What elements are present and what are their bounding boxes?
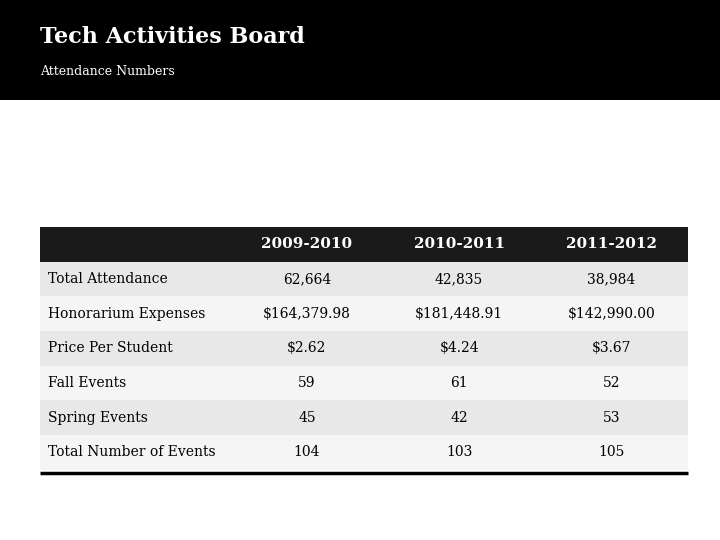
Bar [40, 261, 688, 296]
Text: $181,448.91: $181,448.91 [415, 307, 503, 321]
Text: 62,664: 62,664 [283, 272, 331, 286]
Text: Spring Events: Spring Events [48, 411, 148, 425]
Text: Price Per Student: Price Per Student [48, 341, 173, 355]
Text: 2010-2011: 2010-2011 [413, 237, 505, 251]
Text: 42,835: 42,835 [435, 272, 483, 286]
Text: $2.62: $2.62 [287, 341, 327, 355]
Text: Tech Activities Board: Tech Activities Board [40, 26, 305, 48]
Text: 59: 59 [298, 376, 315, 390]
Text: $164,379.98: $164,379.98 [263, 307, 351, 321]
Text: 42: 42 [451, 411, 468, 425]
Text: Total Number of Events: Total Number of Events [48, 446, 216, 460]
Text: $4.24: $4.24 [439, 341, 479, 355]
Bar [40, 296, 688, 331]
Bar [40, 227, 688, 261]
Text: 2011-2012: 2011-2012 [566, 237, 657, 251]
Text: $3.67: $3.67 [592, 341, 631, 355]
Text: 2009-2010: 2009-2010 [261, 237, 353, 251]
Text: Attendance Numbers: Attendance Numbers [40, 65, 174, 78]
Text: 61: 61 [451, 376, 468, 390]
Text: Total Attendance: Total Attendance [48, 272, 168, 286]
Text: $142,990.00: $142,990.00 [567, 307, 655, 321]
Bar [40, 366, 688, 400]
Text: 105: 105 [598, 446, 625, 460]
Bar [0, 0, 720, 100]
Text: 53: 53 [603, 411, 620, 425]
Text: 52: 52 [603, 376, 620, 390]
Bar [40, 435, 688, 470]
Bar [40, 331, 688, 366]
Text: 45: 45 [298, 411, 315, 425]
Text: 104: 104 [294, 446, 320, 460]
Text: 103: 103 [446, 446, 472, 460]
Bar [40, 400, 688, 435]
Text: 38,984: 38,984 [588, 272, 636, 286]
Text: Fall Events: Fall Events [48, 376, 127, 390]
Text: Honorarium Expenses: Honorarium Expenses [48, 307, 206, 321]
